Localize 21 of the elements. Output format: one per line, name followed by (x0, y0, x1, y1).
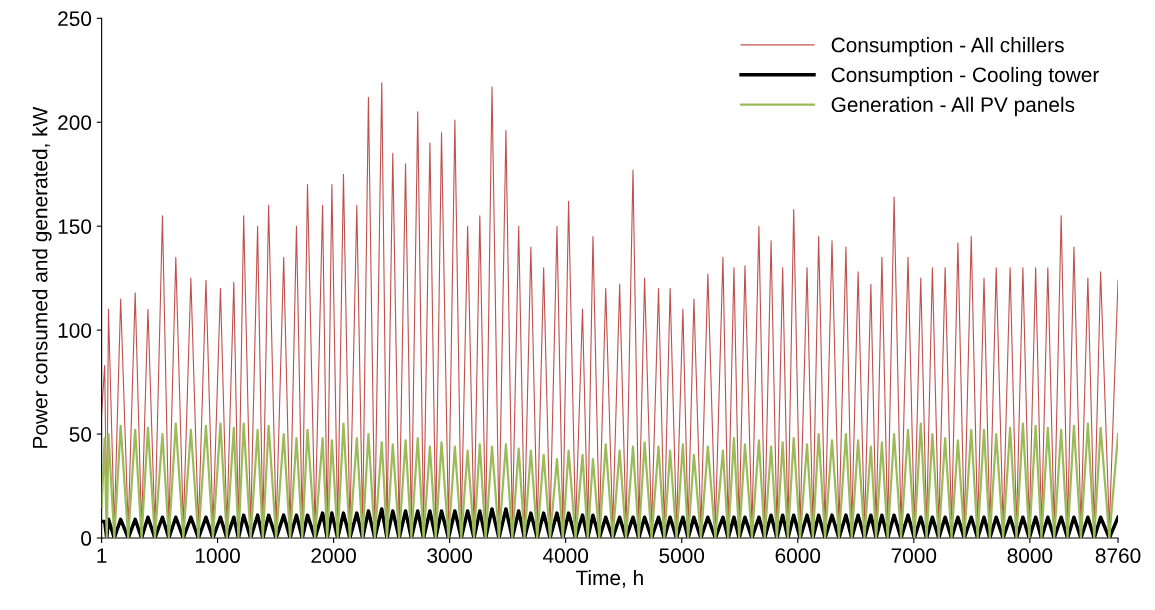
legend-label: Consumption - Cooling tower (831, 66, 1099, 87)
x-tick-label: 6000 (775, 548, 821, 564)
x-tick-label: 7000 (891, 548, 937, 564)
y-tick-label: 100 (58, 323, 92, 338)
x-tick-label: 4000 (542, 548, 589, 564)
y-tick-label: 0 (81, 531, 92, 546)
y-tick-label: 200 (58, 115, 92, 130)
legend-label: Consumption - All chillers (831, 37, 1064, 57)
x-tick-label: 2000 (311, 548, 356, 564)
x-axis-title: Time, h (575, 569, 643, 588)
y-axis-title: Power consumed and generated, kW (32, 106, 52, 448)
y-tick-label: 250 (58, 11, 92, 27)
x-tick-label: 1000 (195, 548, 240, 564)
x-tick-label: 1 (97, 548, 107, 563)
x-tick-label: 8760 (1095, 548, 1141, 564)
y-tick-label: 150 (58, 219, 92, 234)
x-tick-label: 8000 (1007, 548, 1053, 564)
x-tick-label: 3000 (427, 548, 473, 564)
x-tick-label: 5000 (659, 548, 705, 564)
legend-label: Generation - All PV panels (831, 96, 1075, 117)
y-tick-label: 50 (69, 427, 92, 442)
